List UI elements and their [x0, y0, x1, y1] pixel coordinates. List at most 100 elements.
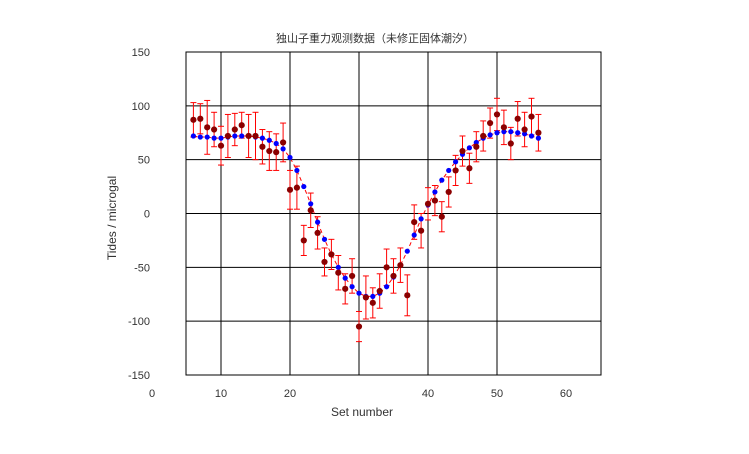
observed-point [204, 124, 211, 131]
x-tick-label: 20 [284, 388, 296, 400]
observed-point [190, 116, 197, 123]
x-tick-label: 0 [149, 388, 155, 400]
model-point [280, 146, 286, 152]
observed-point [335, 269, 342, 276]
model-point [515, 130, 521, 136]
observed-point [197, 115, 204, 122]
y-tick-label: -50 [134, 262, 150, 274]
observed-point [355, 323, 363, 330]
model-point [453, 159, 459, 165]
observed-point [300, 237, 307, 244]
observed-point [493, 111, 501, 118]
observed-point [418, 227, 425, 234]
model-point [418, 216, 424, 222]
model-line [193, 131, 539, 297]
observed-point [466, 165, 473, 172]
y-axis-label: Tides / microgal [105, 176, 119, 260]
y-tick-labels: 150 100 50 0 -50 -100 -150 [128, 47, 150, 382]
model-series [190, 129, 542, 300]
y-tick-label: 100 [132, 101, 150, 113]
model-point [308, 201, 314, 207]
y-tick-label: 150 [132, 47, 150, 59]
x-tick-label: 10 [215, 388, 227, 400]
model-point [535, 135, 542, 141]
chart-title: 独山子重力观测数据（未修正固体潮汐） [276, 31, 474, 45]
observed-point [535, 129, 542, 136]
model-point [287, 154, 293, 161]
observed-point [286, 186, 294, 193]
observed-point [528, 113, 535, 120]
observed-point [273, 149, 280, 156]
observed-point [514, 115, 521, 122]
observed-point [224, 132, 231, 140]
model-point [204, 134, 210, 140]
observed-point [404, 292, 411, 299]
model-point [370, 293, 376, 300]
observed-point [459, 147, 466, 155]
model-point [487, 132, 493, 138]
model-point [528, 133, 535, 139]
observed-point [521, 126, 528, 133]
y-tick-label: 50 [138, 155, 150, 167]
model-point [349, 284, 355, 290]
observed-point [369, 299, 376, 306]
observed-point [328, 251, 335, 258]
model-point [466, 145, 472, 151]
observed-point [314, 229, 321, 236]
observed-point [390, 272, 397, 280]
observed-point [349, 272, 356, 280]
model-point [522, 131, 528, 137]
x-tick-label: 40 [422, 388, 434, 400]
model-point [356, 290, 362, 296]
observed-point [445, 188, 452, 196]
model-point [294, 167, 300, 174]
y-tick-label: -100 [128, 316, 150, 328]
model-point [501, 129, 507, 135]
observed-point [431, 197, 438, 204]
model-point [473, 139, 479, 146]
observed-point [500, 124, 507, 131]
model-point [508, 129, 514, 135]
model-point [266, 137, 272, 143]
model-point [432, 189, 438, 195]
model-point [211, 135, 217, 141]
model-point [439, 177, 445, 183]
observed-point [280, 139, 287, 146]
model-point [494, 130, 500, 136]
observed-point [452, 167, 459, 174]
observed-point [438, 213, 445, 220]
model-point [259, 135, 265, 141]
observed-point [411, 219, 418, 226]
observed-point [487, 119, 494, 127]
observed-point [211, 126, 218, 133]
model-point [232, 133, 238, 139]
observed-point [397, 262, 404, 269]
model-point [218, 135, 224, 141]
model-point [335, 264, 341, 270]
observed-point [307, 207, 314, 214]
observed-point [507, 140, 514, 147]
observed-point [473, 143, 480, 150]
observed-point [266, 147, 273, 155]
model-point [197, 134, 203, 140]
grid-layer [186, 52, 601, 375]
model-point [315, 219, 321, 225]
observed-point [383, 264, 390, 271]
x-tick-labels: 0 10 20 40 50 60 [149, 388, 572, 400]
y-tick-label: 0 [144, 209, 150, 221]
observed-point [293, 184, 300, 191]
x-tick-label: 50 [491, 388, 503, 400]
observed-point [259, 143, 266, 150]
observed-point [480, 132, 487, 140]
model-point [446, 167, 452, 174]
model-point [321, 236, 328, 242]
observed-point [362, 294, 369, 301]
model-point [384, 284, 390, 290]
observed-point [252, 132, 259, 140]
model-point [301, 183, 307, 190]
x-axis-label: Set number [331, 405, 393, 419]
model-point [342, 275, 348, 281]
observed-point [245, 132, 252, 140]
model-point [239, 133, 245, 139]
